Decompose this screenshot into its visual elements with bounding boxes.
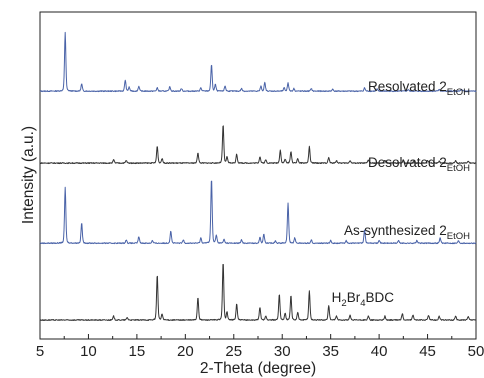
x-tick-label: 45 [419,343,436,360]
series-label-subscript: EtOH [447,163,470,174]
series-label-0: Resolvated 2EtOH [368,79,470,98]
series-label-subscript: 2 [341,298,346,309]
trace-series-0 [39,31,477,93]
x-tick-label: 10 [80,343,97,360]
trace-series-2 [39,180,477,245]
series-label-subscript: EtOH [447,87,470,98]
series-label-part: BDC [365,290,394,305]
x-tick-label: 35 [322,343,339,360]
series-label-1: Desolvated 2EtOH [368,155,470,174]
x-tick-label: 5 [36,343,44,360]
x-tick-label: 50 [468,343,484,360]
series-label-part: H [332,290,342,305]
plot-frame [39,11,477,340]
series-label-main: Resolvated 2 [368,79,447,94]
x-tick-label: 20 [177,343,194,360]
x-tick-label: 40 [371,343,388,360]
x-axis-label: 2-Theta (degree) [200,360,316,377]
series-label-main: As-synthesized 2 [344,223,447,238]
series-label-subscript: 4 [360,298,365,309]
series-label-subscript: EtOH [447,231,470,242]
series-traces [39,31,477,322]
x-tick-label: 25 [225,343,242,360]
x-tick-label: 30 [274,343,291,360]
series-label-part: Br [347,290,361,305]
trace-series-1 [39,125,477,165]
y-axis-label: Intensity (a.u.) [20,126,37,224]
x-tick-label: 15 [129,343,146,360]
series-label-main: Desolvated 2 [368,155,447,170]
x-axis-ticks: 5 10 15 20 25 30 35 40 45 50 [36,334,484,360]
series-label-2: As-synthesized 2EtOH [344,223,470,242]
trace-series-3 [39,264,477,322]
series-label-3: H2Br4BDC [332,290,395,309]
